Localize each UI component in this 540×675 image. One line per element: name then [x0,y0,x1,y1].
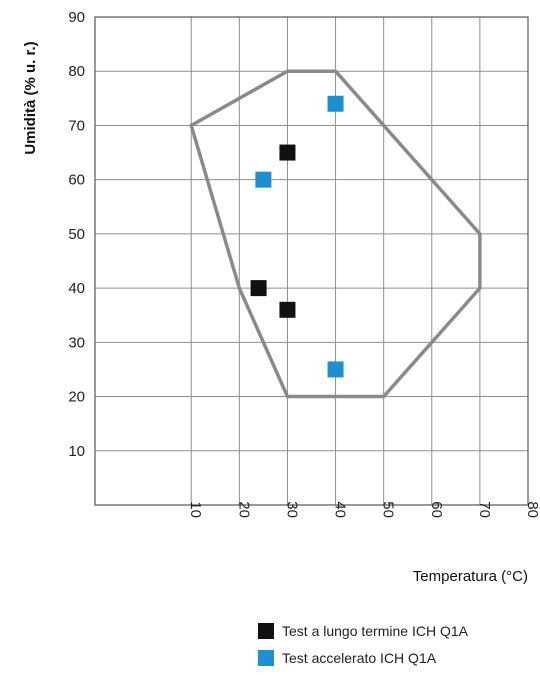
y-tick-label-30: 30 [68,334,85,351]
y-tick-label-40: 40 [68,280,85,297]
y-tick-label-50: 50 [68,226,85,243]
legend-label-long-term: Test a lungo termine ICH Q1A [282,623,468,639]
point-accelerated-2 [327,361,344,378]
y-tick-labels: 10 20 30 40 50 60 70 80 90 [68,9,85,460]
legend-item-accelerated: Test accelerato ICH Q1A [258,650,436,666]
plot-frame [94,16,529,506]
x-tick-label-30: 30 [283,501,300,518]
data-points [250,95,344,378]
x-tick-label-10: 10 [187,501,204,518]
x-tick-label-50: 50 [380,501,397,518]
y-tick-label-70: 70 [68,117,85,134]
y-tick-label-80: 80 [68,63,85,80]
x-tick-label-40: 40 [332,501,349,518]
x-tick-labels: 10 20 30 40 50 60 70 80 [187,501,540,518]
y-tick-label-10: 10 [68,443,85,460]
x-tick-label-60: 60 [428,501,445,518]
point-accelerated-1 [327,95,344,112]
x-tick-label-80: 80 [524,501,540,518]
legend-item-long-term: Test a lungo termine ICH Q1A [258,623,468,639]
x-axis-label: Temperatura (°C) [413,568,528,585]
point-long-term-1 [250,280,267,297]
point-long-term-0 [279,144,296,161]
x-tick-label-20: 20 [235,501,252,518]
y-tick-label-20: 20 [68,389,85,406]
y-axis-label: Umidità (% u. r.) [22,41,39,154]
point-long-term-2 [279,301,296,318]
region-polygon [189,69,482,399]
legend-swatch-accelerated [258,650,274,666]
legend-swatch-long-term [258,623,274,639]
grid [95,16,529,505]
legend-label-accelerated: Test accelerato ICH Q1A [282,650,437,666]
point-accelerated-0 [255,171,272,188]
y-tick-label-90: 90 [68,9,85,26]
y-tick-label-60: 60 [68,172,85,189]
x-tick-label-70: 70 [476,501,493,518]
